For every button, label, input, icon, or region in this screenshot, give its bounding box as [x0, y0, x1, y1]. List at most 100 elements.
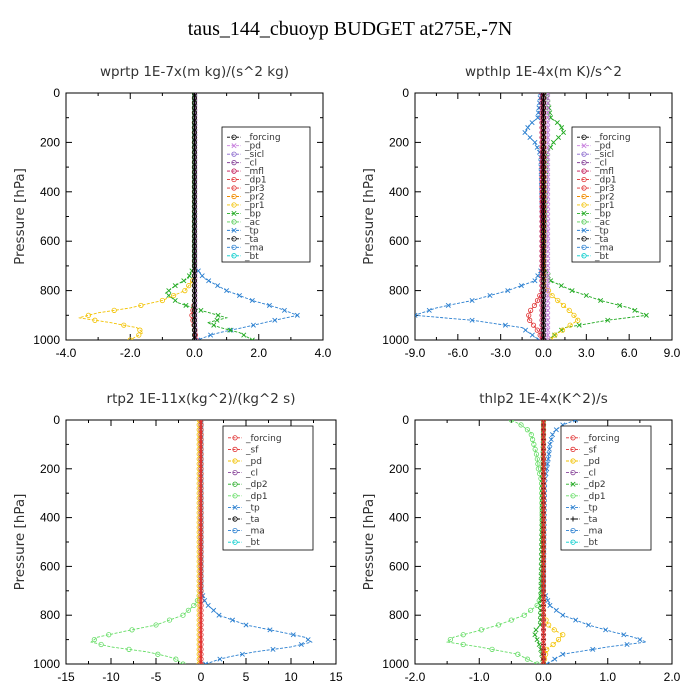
data-point-bp — [583, 293, 589, 299]
legend-label: _cl — [244, 159, 257, 169]
data-point-forcing — [198, 651, 204, 657]
y-tick-label: 800 — [389, 608, 409, 622]
legend-label: _bt — [594, 252, 609, 262]
data-point-forcing — [540, 253, 547, 259]
data-point-forcing — [191, 243, 198, 249]
data-point-forcing — [198, 480, 204, 487]
data-point-forcing — [191, 238, 198, 244]
data-point-forcing — [198, 475, 204, 482]
data-point-forcing — [540, 159, 547, 165]
data-point-forcing — [198, 446, 204, 452]
data-point-pr1 — [159, 297, 165, 304]
x-tick-label: -2.0 — [120, 346, 141, 360]
data-point-forcing — [540, 471, 547, 477]
data-point-forcing — [540, 554, 547, 560]
legend-marker — [232, 516, 238, 522]
data-point-dp2 — [533, 627, 539, 633]
data-point-forcing — [191, 302, 198, 309]
data-point-forcing — [540, 539, 547, 545]
data-point-forcing — [191, 184, 198, 190]
data-point-forcing — [540, 258, 547, 264]
legend-marker — [581, 168, 587, 174]
data-point-tp — [243, 622, 249, 628]
data-point-forcing — [540, 490, 547, 496]
legend-label: _bp — [244, 209, 261, 219]
data-point-bp — [554, 120, 560, 126]
legend-marker — [231, 202, 237, 208]
y-tick-label: 600 — [40, 234, 60, 248]
data-point-tp — [549, 432, 556, 438]
data-point-pd — [560, 632, 566, 638]
data-point-pd — [545, 159, 551, 165]
data-point-tp — [505, 288, 511, 294]
legend-marker — [581, 227, 587, 233]
legend-marker — [232, 435, 238, 441]
data-point-pr1 — [136, 332, 142, 338]
data-point-forcing — [540, 283, 547, 289]
data-point-tp — [529, 120, 535, 126]
data-point-forcing — [540, 278, 547, 284]
data-point-forcing — [198, 656, 204, 662]
data-point-tp — [603, 627, 609, 633]
data-point-tp — [270, 646, 276, 652]
data-point-forcing — [540, 218, 547, 225]
data-point-pd — [545, 253, 551, 259]
legend-marker — [231, 244, 237, 250]
data-point-forcing — [540, 105, 547, 111]
legend-box — [571, 126, 661, 263]
x-tick-label: 3.0 — [578, 346, 595, 360]
data-point-forcing — [191, 208, 198, 215]
legend-marker — [581, 219, 587, 225]
y-tick-label: 0 — [53, 413, 60, 427]
data-point-tp — [544, 461, 551, 467]
data-point-bp — [576, 322, 582, 328]
data-point-pd — [545, 184, 551, 190]
data-point-dp1 — [166, 617, 173, 623]
data-point-pd — [545, 149, 551, 155]
data-point-forcing — [540, 223, 547, 229]
data-point-forcing — [540, 139, 547, 145]
data-point-forcing — [191, 233, 198, 239]
data-point-forcing — [198, 510, 204, 516]
data-point-pd — [545, 169, 551, 175]
data-point-tp — [560, 651, 566, 657]
legend-marker — [581, 244, 587, 250]
data-point-forcing — [540, 243, 547, 249]
data-point-dp1 — [155, 651, 161, 657]
data-point-tp — [527, 134, 533, 140]
data-point-pr1 — [566, 307, 572, 313]
data-point-bp — [198, 307, 204, 313]
data-point-forcing — [540, 100, 547, 106]
legend-label: _ma — [244, 243, 264, 253]
legend-label: _sicl — [594, 150, 614, 160]
legend-label: _ta — [245, 515, 260, 525]
y-tick-label: 600 — [389, 559, 409, 573]
data-point-bp — [227, 327, 233, 333]
data-point-pr1 — [111, 307, 117, 313]
legend-label: _ma — [583, 527, 603, 537]
data-point-pd — [545, 144, 551, 150]
data-point-dp1 — [528, 432, 534, 438]
data-point-forcing — [198, 573, 204, 579]
data-point-pd — [545, 174, 551, 180]
x-tick-label: 0.0 — [535, 346, 552, 360]
series-group — [90, 420, 313, 664]
data-point-forcing — [198, 505, 204, 511]
data-point-pd — [545, 130, 551, 136]
data-point-forcing — [540, 529, 547, 535]
data-point-forcing — [191, 179, 198, 185]
data-point-pr1 — [171, 292, 177, 299]
data-point-tp — [621, 632, 627, 638]
data-point-forcing — [540, 446, 547, 452]
legend-marker — [231, 185, 237, 191]
data-point-forcing — [191, 93, 198, 96]
data-point-forcing — [191, 287, 198, 294]
data-point-forcing — [540, 228, 547, 234]
legend-marker — [231, 160, 237, 166]
data-point-tp — [502, 322, 508, 328]
data-point-forcing — [540, 505, 547, 511]
data-point-dp1 — [532, 446, 538, 452]
data-point-dp1 — [529, 436, 536, 443]
data-point-dp1 — [191, 602, 197, 609]
